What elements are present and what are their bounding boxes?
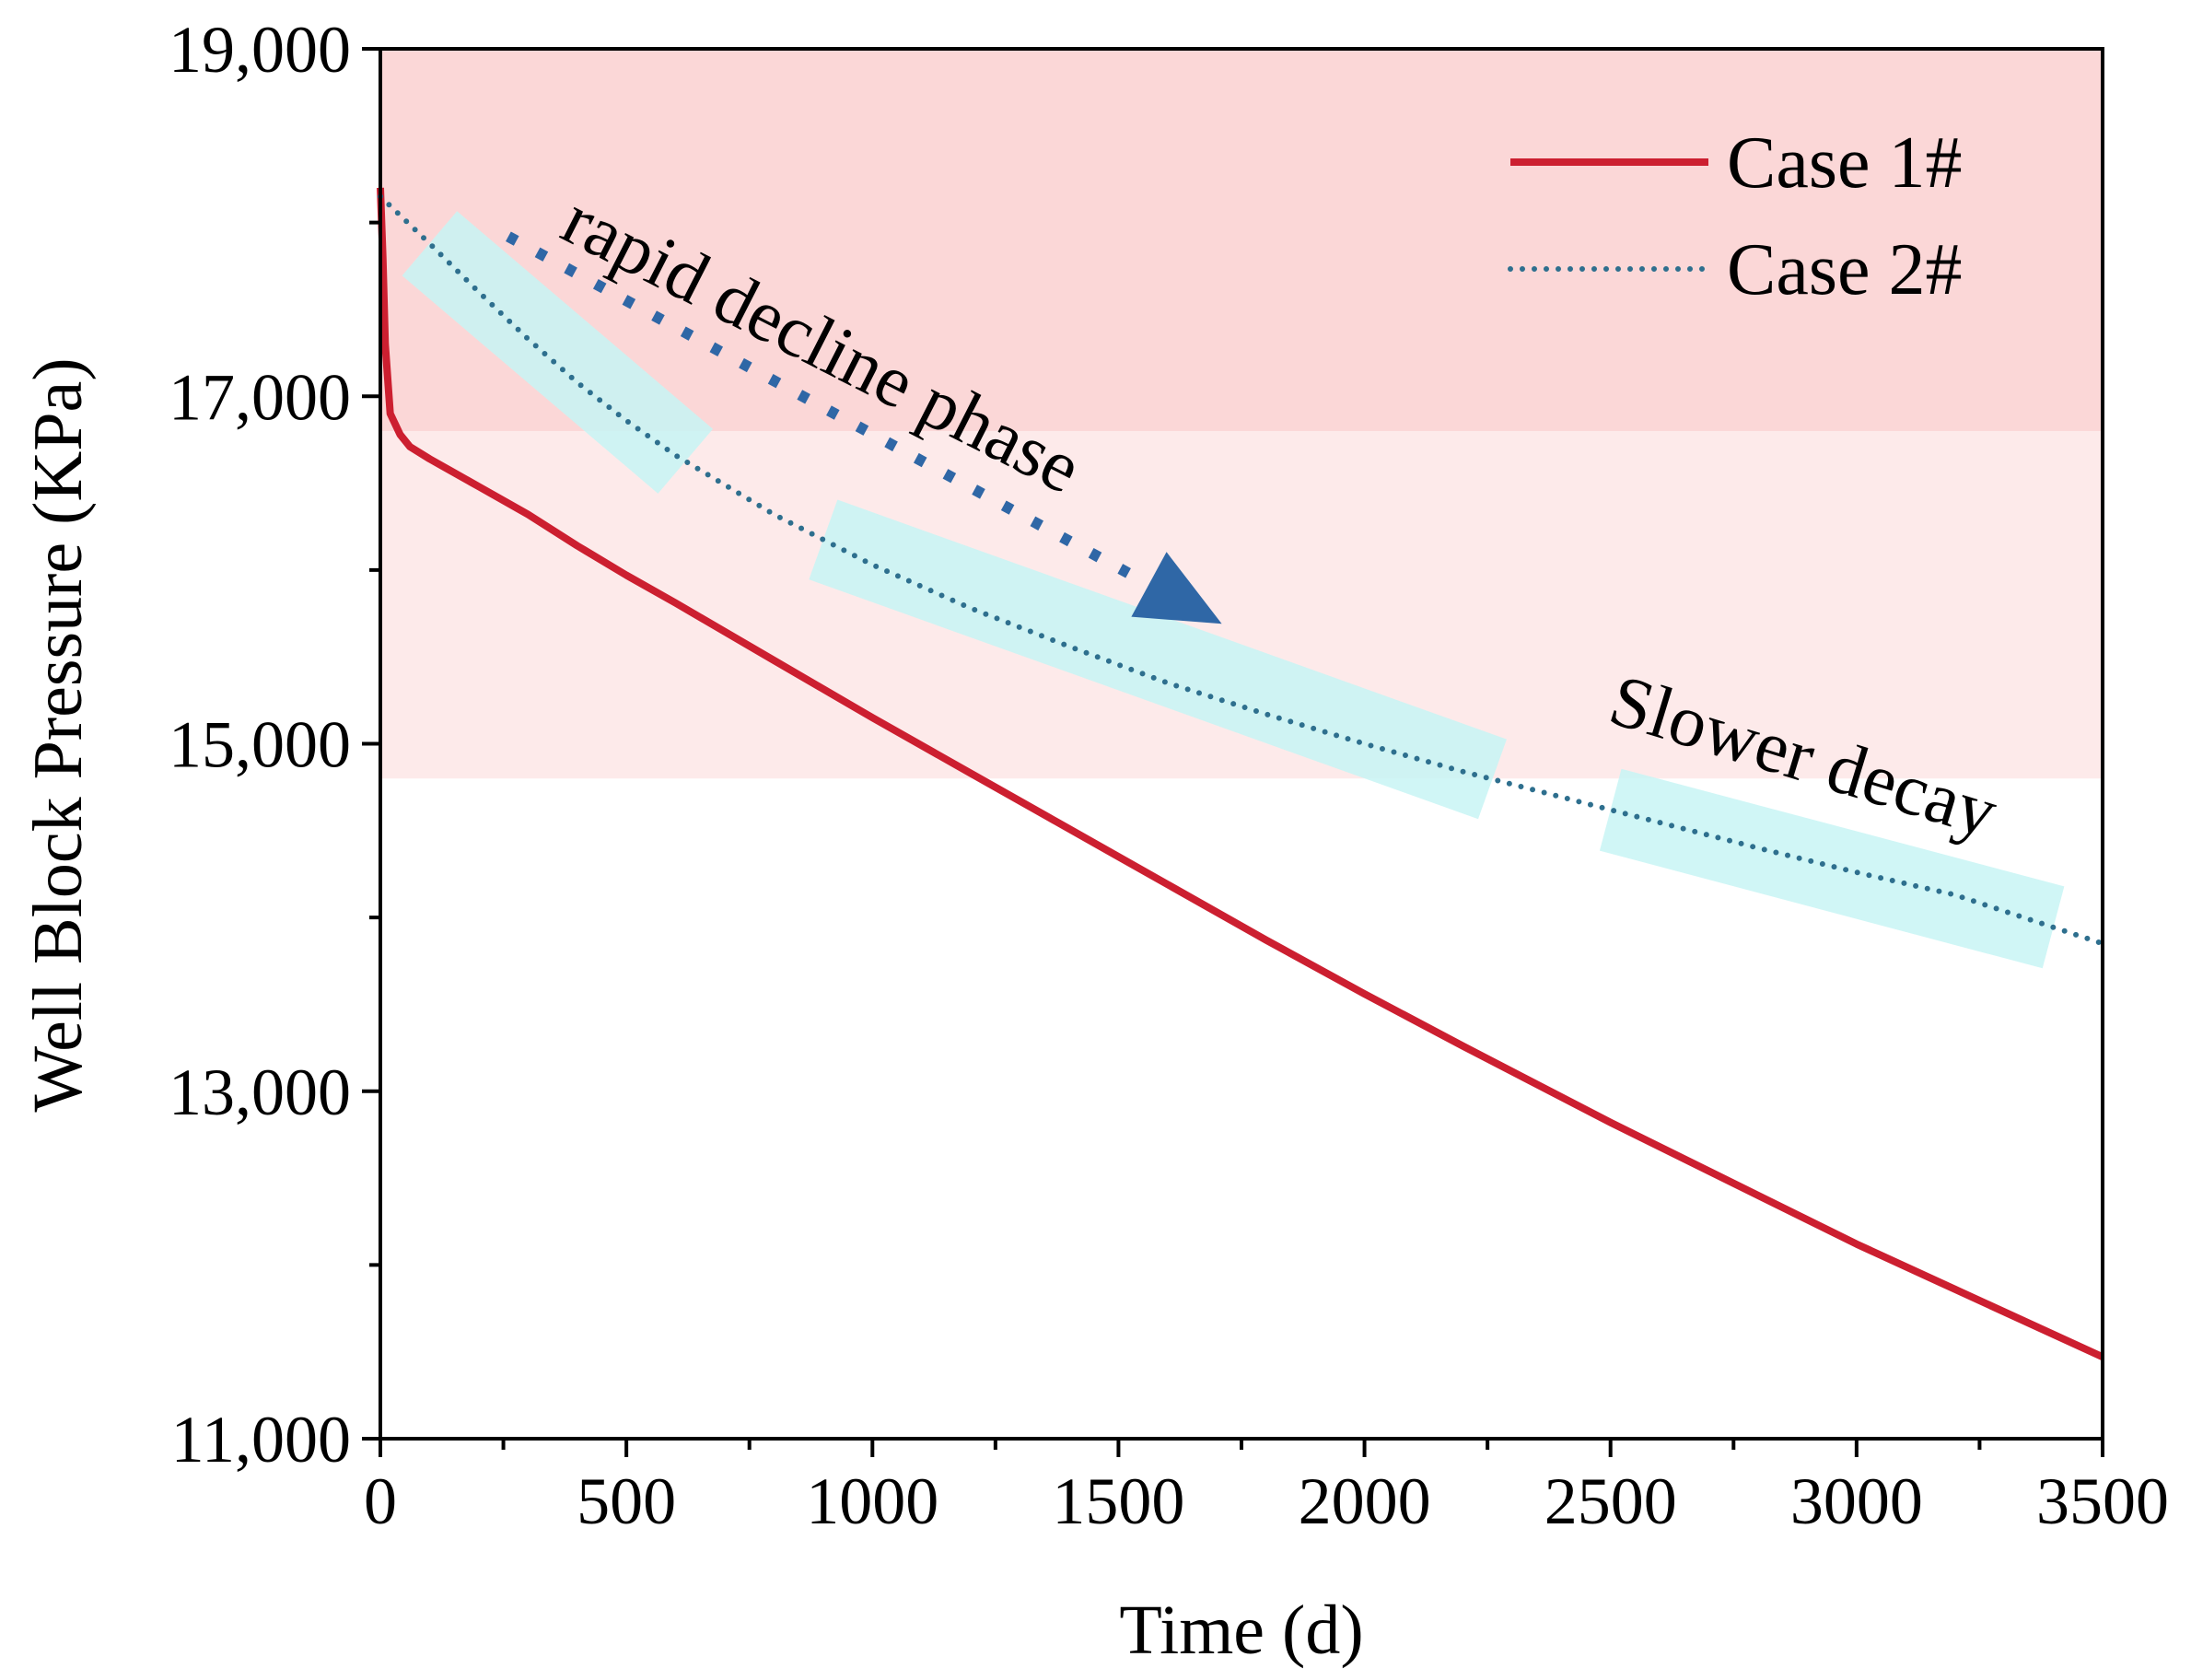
y-tick-label: 11,000 xyxy=(171,1403,351,1476)
x-axis-ticks: 0 500 1000 1500 2000 2500 3000 3500 xyxy=(364,1439,2169,1538)
trend-arrow xyxy=(506,231,1222,624)
x-tick-label: 2000 xyxy=(1299,1464,1431,1538)
x-tick-label: 2500 xyxy=(1544,1464,1677,1538)
y-tick-label: 15,000 xyxy=(169,708,351,782)
x-tick-label: 1000 xyxy=(806,1464,938,1538)
legend: Case 1# Case 2# xyxy=(1508,122,1963,310)
shaded-band-1 xyxy=(380,49,2103,431)
series-line-1 xyxy=(377,187,2104,1360)
highlight-band-2 xyxy=(809,499,1507,820)
x-tick-label: 500 xyxy=(577,1464,676,1538)
y-tick-label: 13,000 xyxy=(169,1056,351,1129)
highlight-band-1 xyxy=(402,211,714,494)
x-tick-label: 3500 xyxy=(2036,1464,2169,1538)
arrow-head xyxy=(1131,552,1222,624)
x-tick-label: 3000 xyxy=(1790,1464,1923,1538)
y-tick-label: 19,000 xyxy=(169,13,351,87)
x-tick-label: 0 xyxy=(364,1464,397,1538)
series-lines xyxy=(377,187,2105,1360)
x-tick-label: 1500 xyxy=(1052,1464,1184,1538)
legend-label-2: Case 2# xyxy=(1727,229,1963,310)
shaded-bands xyxy=(380,49,2103,779)
x-axis-title: Time (d) xyxy=(1119,1592,1363,1669)
y-axis-title: Well Block Pressure (KPa) xyxy=(19,357,97,1112)
series-line-2 xyxy=(378,193,2105,947)
legend-label-1: Case 1# xyxy=(1727,122,1963,204)
y-tick-label: 17,000 xyxy=(169,360,351,434)
y-axis-ticks: 11,000 13,000 15,000 17,000 19,000 xyxy=(169,13,380,1476)
